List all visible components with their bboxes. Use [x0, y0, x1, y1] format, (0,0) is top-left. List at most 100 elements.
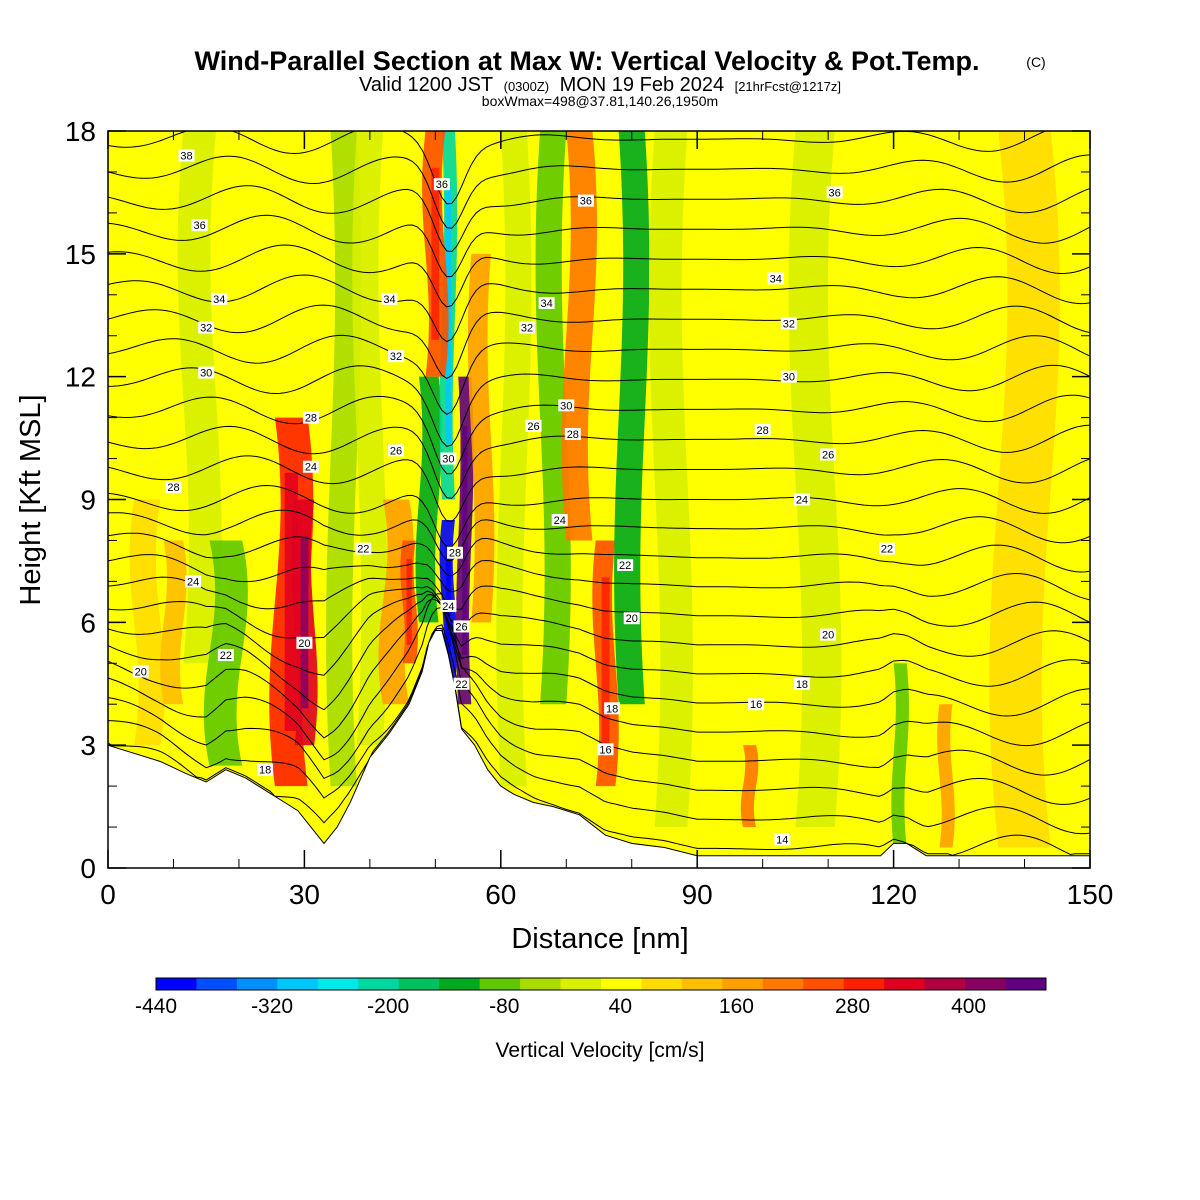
contour-label: 34: [770, 273, 782, 285]
contour-label: 28: [305, 413, 317, 425]
colorbar-swatch: [317, 978, 359, 990]
colorbar-swatch: [236, 978, 278, 990]
colorbar-label: -440: [135, 995, 177, 1018]
contour-label-bg: [748, 698, 765, 711]
colorbar-label: 400: [951, 995, 986, 1018]
velocity-plume: [496, 131, 532, 787]
theta-contour-line: [108, 484, 1090, 548]
contour-label-bg: [453, 620, 470, 633]
contour-label-bg: [767, 272, 784, 285]
contour-label-bg: [780, 317, 797, 330]
colorbar-swatch: [722, 978, 764, 990]
contour-label: 26: [822, 449, 834, 461]
contour-label-bg: [302, 411, 319, 424]
y-tick-label: 12: [65, 362, 96, 393]
contour-label-bg: [879, 542, 896, 555]
theta-contour-line: [108, 334, 1090, 415]
contour-label-bg: [597, 743, 614, 756]
colorbar-swatch: [156, 978, 197, 990]
contour-label-bg: [820, 448, 837, 461]
contour-label: 38: [180, 151, 192, 163]
subtitle-utc: (0300Z): [504, 79, 550, 94]
contour-label: 20: [626, 613, 638, 625]
contour-label-bg: [446, 546, 463, 559]
x-tick-label: 90: [682, 879, 713, 910]
contour-label-bg: [388, 444, 405, 457]
contour-label-bg: [217, 649, 234, 662]
contour-label: 20: [822, 630, 834, 642]
x-tick-label: 120: [870, 879, 917, 910]
contour-label-bg: [440, 599, 457, 612]
theta-contour-line: [108, 214, 1090, 278]
theta-contour-line: [108, 131, 1047, 205]
contour-label: 32: [390, 351, 402, 363]
contour-label-bg: [381, 292, 398, 305]
contour-label: 36: [194, 220, 206, 232]
x-tick-label: 60: [485, 879, 516, 910]
contour-label: 18: [606, 703, 618, 715]
colorbar-swatch: [803, 978, 845, 990]
colorbar-swatch: [479, 978, 521, 990]
contour-label-bg: [551, 513, 568, 526]
theta-contour-line: [108, 576, 1090, 627]
contour-label-bg: [754, 423, 771, 436]
theta-contour-line: [108, 509, 1090, 562]
y-tick-label: 6: [80, 607, 96, 638]
contour-label-bg: [296, 636, 313, 649]
theta-contour-line: [108, 598, 1090, 747]
velocity-plume: [989, 131, 1060, 848]
chart-title-mark: (C): [1026, 54, 1045, 70]
contour-label: 22: [619, 560, 631, 572]
contour-label: 32: [200, 323, 212, 335]
contour-label-bg: [564, 427, 581, 440]
contour-label: 28: [449, 548, 461, 560]
contour-label-bg: [793, 493, 810, 506]
contour-label: 26: [390, 445, 402, 457]
contour-label: 22: [881, 544, 893, 556]
colorbar-swatch: [924, 978, 966, 990]
velocity-core: [431, 167, 440, 340]
colorbar-swatch: [1005, 978, 1047, 990]
colorbar-label: 280: [835, 995, 870, 1018]
contour-label-bg: [617, 559, 634, 572]
colorbar-swatch: [965, 978, 1007, 990]
contour-label-bg: [355, 542, 372, 555]
contour-label: 30: [560, 400, 572, 412]
contour-label: 24: [796, 495, 808, 507]
contour-label-bg: [211, 292, 228, 305]
contour-label: 30: [783, 372, 795, 384]
contour-label-bg: [198, 321, 215, 334]
contour-label: 26: [527, 421, 539, 433]
colorbar-swatch: [196, 978, 238, 990]
theta-contour-line: [108, 424, 1090, 499]
x-tick-label: 150: [1067, 879, 1114, 910]
velocity-plume: [740, 745, 759, 828]
contour-label: 30: [442, 454, 454, 466]
theta-contour-line: [108, 244, 1090, 308]
colorbar-swatch: [560, 978, 602, 990]
velocity-plume: [648, 131, 694, 828]
contour-label-bg: [388, 350, 405, 363]
colorbar-swatch: [277, 978, 319, 990]
theta-contour-line: [108, 532, 1090, 577]
colorbar-label: 160: [719, 995, 754, 1018]
contour-label: 28: [757, 425, 769, 437]
y-tick-label: 9: [80, 485, 96, 516]
y-tick-label: 0: [80, 853, 96, 884]
colorbar-swatch: [601, 978, 642, 990]
subtitle-date: MON 19 Feb 2024: [560, 74, 725, 96]
contour-label-bg: [623, 612, 640, 625]
colorbar-swatch: [398, 978, 440, 990]
chart-subtitle-line3: boxWmax=498@37.81,140.26,1950m: [482, 93, 718, 109]
theta-contour-line: [108, 304, 1090, 379]
colorbar-title: Vertical Velocity [cm/s]: [496, 1039, 705, 1062]
contour-label: 36: [829, 187, 841, 199]
contour-label-bg: [191, 219, 208, 232]
theta-contour-line: [108, 606, 1090, 805]
velocity-plume: [177, 131, 222, 664]
contour-label-bg: [793, 677, 810, 690]
contour-label: 24: [442, 601, 454, 613]
theta-contour-line: [108, 274, 1090, 343]
contour-label: 34: [213, 294, 225, 306]
